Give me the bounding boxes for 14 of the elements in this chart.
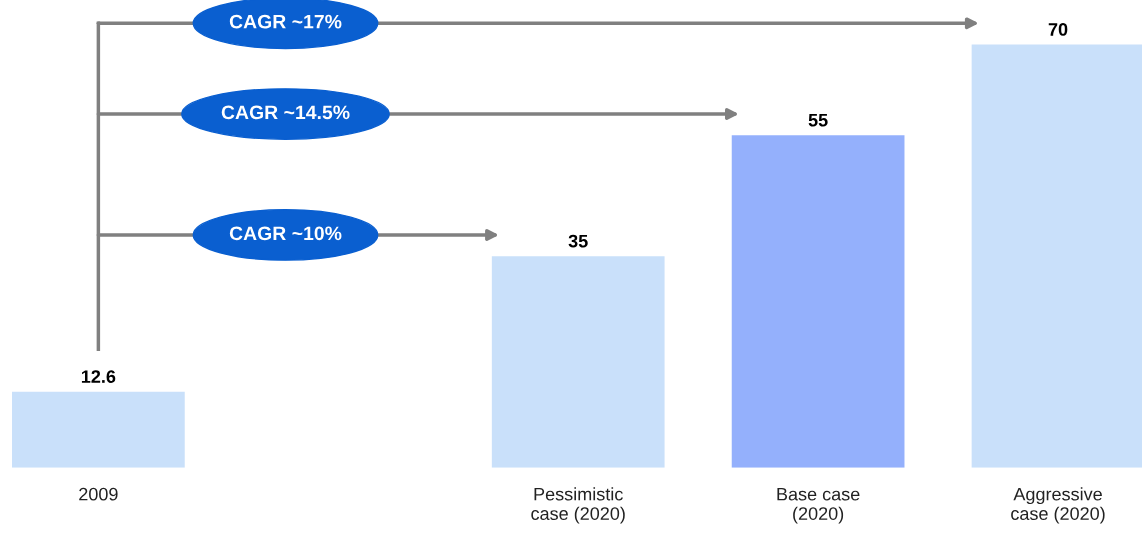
text: CAGR ~17% — [229, 14, 342, 29]
x-tick-label: 2009 — [79, 487, 118, 501]
annotation: CAGR ~10% — [229, 226, 342, 241]
annotation: CAGR ~14.5% — [221, 105, 350, 120]
data-label: 70 — [1048, 23, 1068, 36]
x-tick-label: Aggressive case (2020) — [1011, 487, 1105, 524]
data-label: 55 — [808, 113, 828, 127]
x-tick-label: Pessimistic case (2020) — [531, 487, 625, 524]
bar — [12, 391, 185, 468]
bar — [731, 135, 905, 468]
x-tick-label: Base case (2020) — [777, 487, 860, 524]
bar — [491, 256, 665, 468]
data-label: 35 — [568, 234, 588, 248]
data-label: 12.6 — [81, 370, 116, 383]
